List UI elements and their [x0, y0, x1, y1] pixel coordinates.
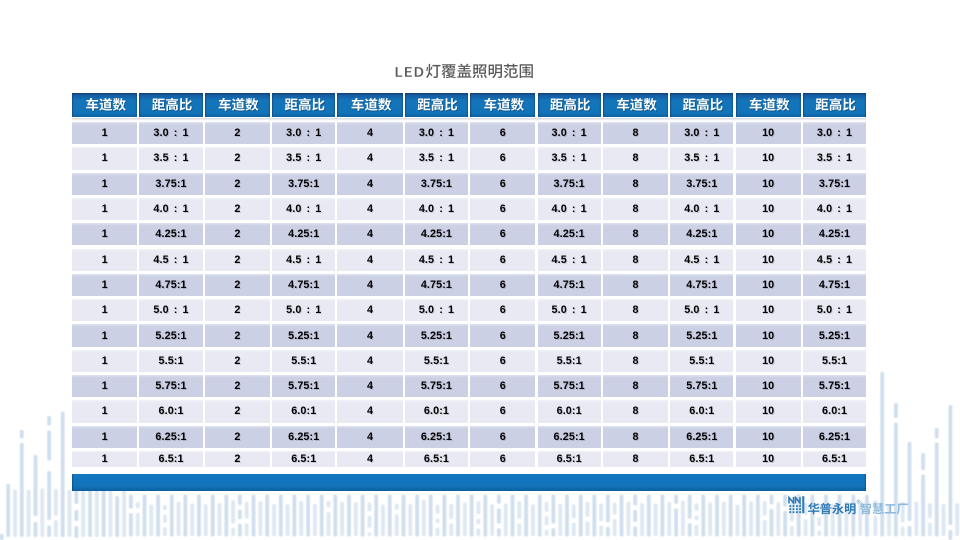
svg-text:®: ® — [857, 499, 861, 506]
